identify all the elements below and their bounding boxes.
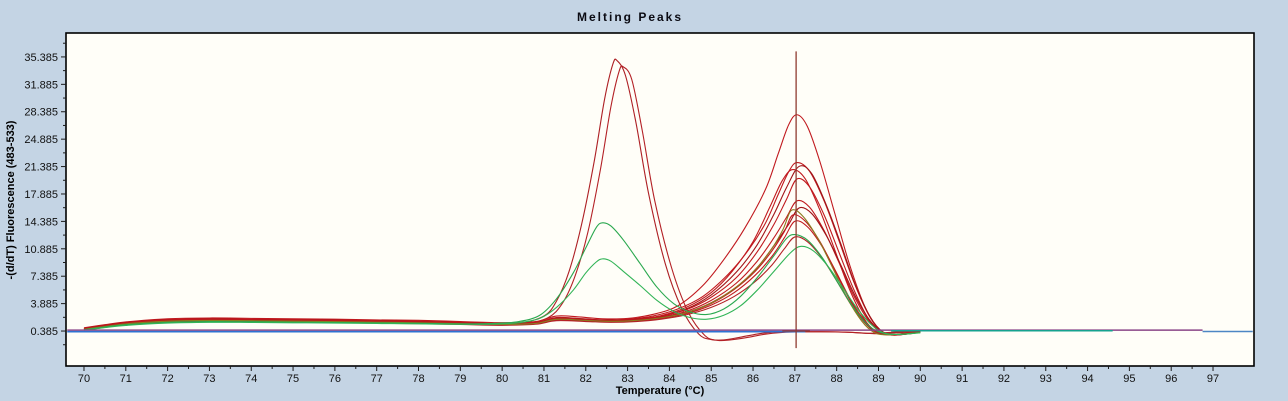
series-sample-red-87-1 — [83, 114, 921, 336]
x-tick-label: 87 — [789, 373, 801, 385]
x-tick-label: 70 — [78, 373, 90, 385]
x-tick-label: 82 — [580, 373, 592, 385]
y-tick-label: 31.885 — [24, 79, 58, 91]
chart-title: Melting Peaks — [576, 10, 684, 24]
x-tick-label: 97 — [1207, 373, 1219, 385]
y-tick-label: 21.385 — [24, 162, 58, 174]
x-tick-label: 79 — [454, 373, 466, 385]
y-tick-label: 17.885 — [24, 189, 58, 201]
x-tick-label: 89 — [872, 373, 884, 385]
y-tick-label: 10.885 — [24, 244, 58, 256]
x-tick-label: 93 — [1040, 373, 1052, 385]
x-tick-label: 96 — [1165, 373, 1177, 385]
x-tick-label: 95 — [1123, 373, 1135, 385]
plot-area — [65, 32, 1255, 367]
series-sample-red-87-5 — [83, 177, 921, 336]
y-tick-label: 35.385 — [24, 52, 58, 64]
x-tick-label: 73 — [203, 373, 215, 385]
x-tick-label: 88 — [831, 373, 843, 385]
x-tick-label: 92 — [998, 373, 1010, 385]
series-sample-olive-1 — [83, 209, 921, 336]
y-tick-label: 7.385 — [30, 271, 58, 283]
y-tick-label: 24.885 — [24, 134, 58, 146]
x-tick-label: 72 — [161, 373, 173, 385]
x-tick-label: 91 — [956, 373, 968, 385]
x-tick-label: 86 — [747, 373, 759, 385]
x-tick-label: 94 — [1081, 373, 1093, 385]
series-sample-green-2 — [83, 245, 921, 336]
x-tick-label: 74 — [245, 373, 257, 385]
y-tick-label: 28.385 — [24, 107, 58, 119]
y-tick-label: 3.885 — [30, 299, 58, 311]
y-tick-label: 14.385 — [24, 216, 58, 228]
y-axis-title: -(d/dT) Fluorescence (483-533) — [5, 120, 17, 279]
x-tick-label: 84 — [663, 373, 675, 385]
series-sample-green-1 — [83, 222, 921, 335]
x-axis-title: Temperature (°C) — [616, 385, 705, 397]
x-tick-label: 75 — [287, 373, 299, 385]
x-tick-label: 85 — [705, 373, 717, 385]
x-tick-label: 81 — [538, 373, 550, 385]
x-tick-label: 90 — [914, 373, 926, 385]
x-tick-label: 76 — [329, 373, 341, 385]
x-tick-label: 71 — [120, 373, 132, 385]
x-tick-label: 83 — [621, 373, 633, 385]
x-tick-label: 78 — [412, 373, 424, 385]
x-tick-label: 77 — [371, 373, 383, 385]
y-tick-label: 0.385 — [30, 326, 58, 338]
x-tick-label: 80 — [496, 373, 508, 385]
